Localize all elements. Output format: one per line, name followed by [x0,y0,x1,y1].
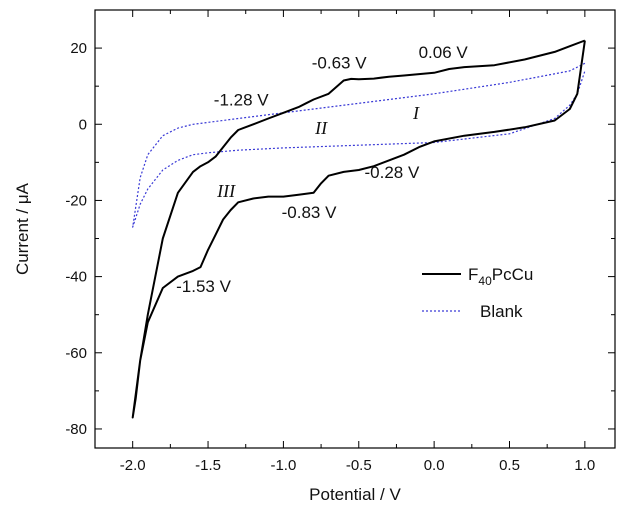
y-tick-label: -60 [65,345,87,362]
series-layer [131,39,586,419]
peak-label: -0.63 V [312,53,367,72]
legend: F40PcCu Blank [422,265,533,321]
legend-label-f40pccu: F40PcCu [468,265,533,288]
x-tick-label: -0.5 [346,457,372,474]
annotation-layer: -0.63 V 0.06 V -1.28 V -0.28 V -0.83 V -1.53 … [176,43,468,296]
y-tick-label: -40 [65,269,87,286]
peak-label: -0.83 V [282,203,337,222]
legend-label-blank: Blank [480,302,523,321]
y-tick-label: -80 [65,421,87,438]
y-axis-title: Current / μA [13,182,32,275]
y-tick-label: 20 [70,40,87,57]
peak-label: 0.06 V [419,43,469,62]
peak-label: -0.28 V [365,163,420,182]
x-tick-label: 0.0 [424,457,445,474]
plot-frame [94,9,616,449]
x-tick-label: -1.0 [270,457,296,474]
region-label: II [314,118,328,138]
x-tick-label: -1.5 [195,457,221,474]
y-tick-labels: 20 0 -20 -40 -60 -80 [65,40,87,438]
region-label: I [412,103,420,123]
x-tick-label: -2.0 [120,457,146,474]
series-blank [132,62,586,228]
x-tick-labels: -2.0 -1.5 -1.0 -0.5 0.0 0.5 1.0 [120,457,596,474]
peak-label: -1.53 V [176,277,231,296]
x-axis-title: Potential / V [309,485,401,504]
x-tick-label: 0.5 [499,457,520,474]
peak-label: -1.28 V [214,91,269,110]
x-tick-label: 1.0 [574,457,595,474]
region-label: III [216,181,236,201]
series-f40pccu [131,39,586,419]
y-tick-label: -20 [65,192,87,209]
y-tick-label: 0 [79,116,87,133]
axis-ticks [95,10,615,448]
